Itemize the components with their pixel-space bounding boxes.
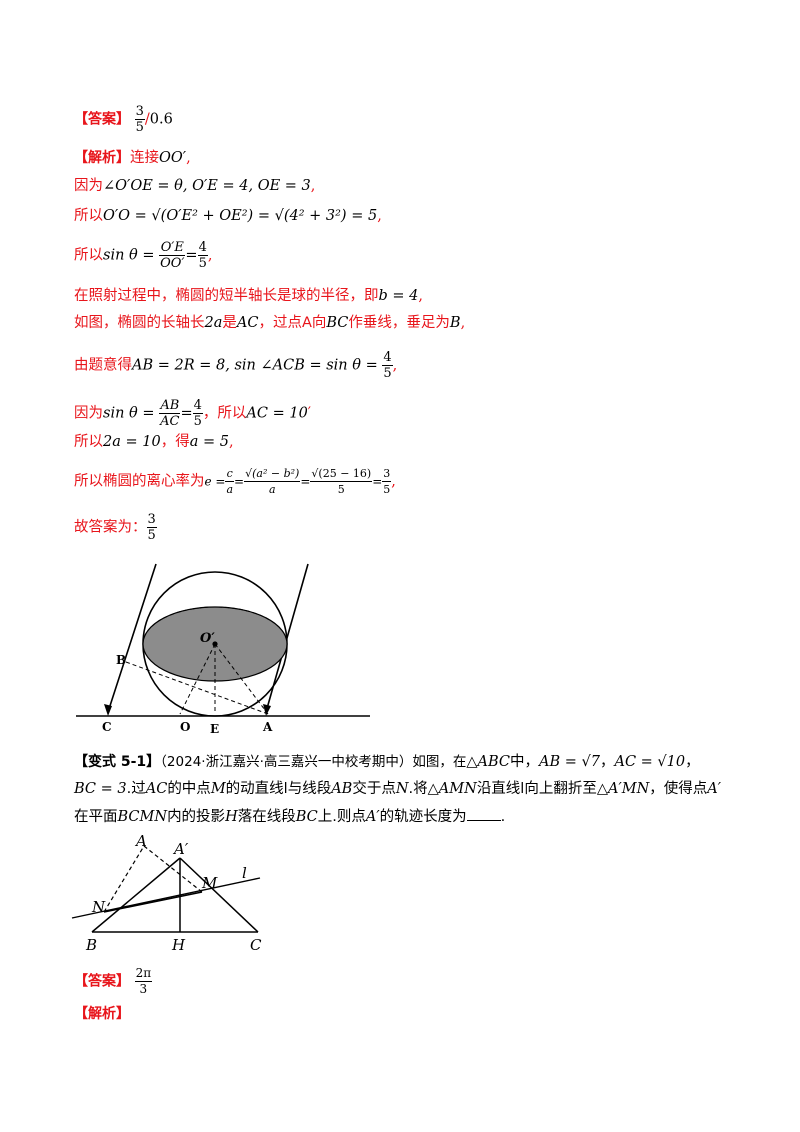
variant-line-3: 在平面BCMN内的投影H落在线段BC上.则点A′的轨迹长度为.	[74, 806, 505, 827]
analysis-line-8: 因为sin θ = AB AC = 4 5 ，所以AC = 10′	[74, 398, 312, 429]
analysis-line-11: 故答案为： 3 5	[74, 512, 157, 543]
segment-Aprime-C	[179, 857, 259, 933]
analysis-line-6: 如图，椭圆的长轴长2a是AC，过点A向BC作垂线，垂足为B,	[74, 315, 466, 331]
figure-fold-triangle: A A′ M l N B H C	[71, 832, 262, 954]
analysis-line-9: 所以2a = 10，得a = 5,	[74, 434, 234, 450]
answer-2-line: 【答案】 2π 3	[74, 966, 153, 997]
variant-line-1: 【变式 5-1】（2024·浙江嘉兴·高三嘉兴一中校考期中）如图，在△ABC中，…	[74, 754, 700, 770]
label-O-prime: O′	[200, 631, 215, 646]
fig2-label-C: C	[250, 936, 262, 954]
center-point	[212, 641, 218, 647]
fig2-label-H: H	[171, 936, 186, 954]
label-B: B	[116, 653, 126, 667]
analysis-line-3: 所以O′O = √(O′E² + OE²) = √(4² + 3²) = 5,	[74, 208, 382, 224]
figure-sphere-shadow: O′ B C O E A	[76, 563, 370, 734]
fig2-label-A-prime: A′	[172, 840, 189, 858]
answer-separator: /	[144, 111, 150, 128]
analysis-2-line: 【解析】	[74, 1004, 130, 1024]
dash-Oprime-O	[179, 643, 216, 715]
ellipse-dashed-top	[142, 606, 288, 645]
answer-blank	[466, 806, 501, 821]
segment-B-Aprime	[91, 857, 181, 933]
fig2-label-A: A	[134, 832, 147, 850]
variant-tag: 【变式 5-1】	[74, 754, 161, 770]
left-ray-arrow	[104, 704, 112, 716]
analysis-line-10: 所以椭圆的离心率为e = c a = √(a² − b²) a = √(25 − 16) 5 = 3…	[74, 467, 396, 496]
analysis-line-5: 在照射过程中，椭圆的短半轴长是球的半径，即b = 4,	[74, 288, 423, 304]
fig2-label-N: N	[91, 898, 106, 916]
dash-A-M	[143, 845, 203, 893]
answer-2-tag: 【答案】	[74, 973, 130, 990]
label-A: A	[262, 720, 273, 734]
right-ray-arrow	[263, 704, 271, 716]
answer-line: 【答案】 3 5/0.6	[74, 104, 173, 135]
analysis-line-2: 因为∠O′OE = θ, O′E = 4, OE = 3,	[74, 178, 316, 194]
variant-line-2: BC = 3.过AC的中点M的动直线l与线段AB交于点N.将△AMN沿直线l向上…	[74, 781, 722, 797]
fig2-label-B: B	[85, 936, 97, 954]
fig2-label-l: l	[242, 864, 247, 882]
label-O: O	[180, 720, 190, 734]
answer-tag: 【答案】	[74, 111, 130, 128]
answer-alt-value: 0.6	[149, 111, 173, 128]
dash-B-A	[125, 661, 269, 715]
analysis-tag: 【解析】	[74, 150, 130, 166]
segment-N-M	[103, 891, 203, 913]
fig2-label-M: M	[201, 874, 218, 892]
analysis-line-1: 【解析】连接OO′,	[74, 150, 191, 166]
dash-N-A	[103, 845, 145, 913]
line-l	[71, 877, 261, 919]
answer-2-fraction: 2π 3	[134, 966, 153, 996]
left-ray	[107, 563, 157, 713]
analysis-2-tag: 【解析】	[74, 1006, 130, 1022]
label-E: E	[210, 722, 219, 734]
label-C: C	[102, 720, 112, 734]
dash-Oprime-A	[214, 643, 269, 715]
analysis-line-4: 所以sin θ = O′E OO′ = 4 5,	[74, 240, 213, 271]
